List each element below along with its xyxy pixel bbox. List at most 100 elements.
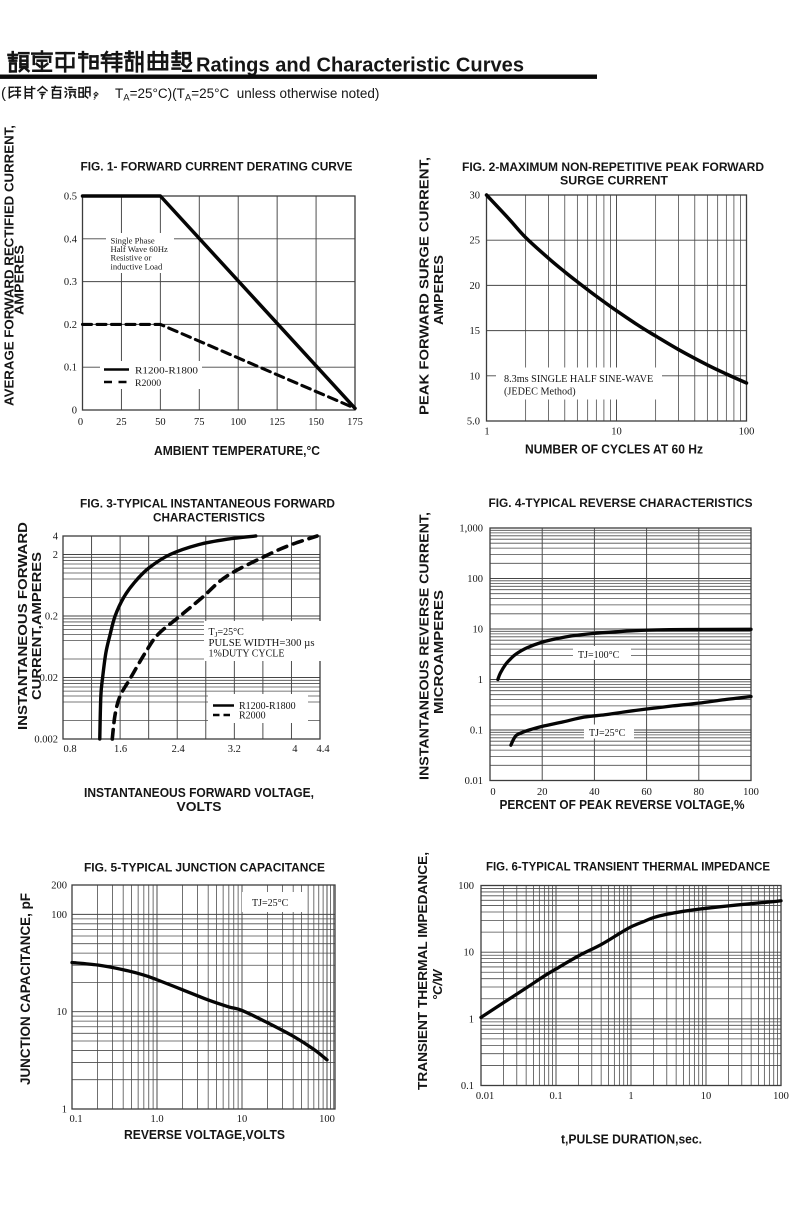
svg-text:R2000: R2000 — [239, 711, 266, 722]
svg-text:8.3ms SINGLE HALF SINE-WAVE: 8.3ms SINGLE HALF SINE-WAVE — [504, 374, 653, 385]
svg-text:NUMBER OF CYCLES AT 60 Hz: NUMBER OF CYCLES AT 60 Hz — [525, 443, 703, 457]
svg-text:100: 100 — [467, 574, 483, 585]
svg-text:1.0: 1.0 — [150, 1114, 163, 1125]
svg-text:2.4: 2.4 — [172, 744, 186, 755]
svg-text:PERCENT OF PEAK REVERSE VOLTAG: PERCENT OF PEAK REVERSE VOLTAGE,% — [500, 798, 745, 812]
svg-text:0: 0 — [490, 787, 495, 798]
svg-text:75: 75 — [194, 417, 205, 428]
svg-text:TJ=25°C: TJ=25°C — [589, 728, 626, 739]
svg-text:20: 20 — [537, 787, 548, 798]
svg-text:10: 10 — [701, 1091, 712, 1102]
svg-text:JUNCTION CAPACITANCE, pF: JUNCTION CAPACITANCE, pF — [17, 893, 33, 1085]
svg-text:0.1: 0.1 — [69, 1114, 82, 1125]
svg-text:Resistive or: Resistive or — [111, 253, 152, 263]
svg-text:100: 100 — [319, 1114, 335, 1125]
svg-text:30: 30 — [470, 191, 481, 202]
svg-text:AMBIENT TEMPERATURE,°C: AMBIENT TEMPERATURE,°C — [154, 444, 320, 458]
svg-text:0.01: 0.01 — [476, 1091, 494, 1102]
svg-text:0.1: 0.1 — [461, 1081, 474, 1092]
svg-text:0.4: 0.4 — [64, 234, 78, 245]
svg-text:TJ=25°C: TJ=25°C — [209, 627, 245, 639]
svg-text:AVERAGE FORWARD RECTIFIED CURR: AVERAGE FORWARD RECTIFIED CURRENT, — [2, 125, 17, 406]
svg-text:TRANSIENT THERMAL IMPEDANCE,: TRANSIENT THERMAL IMPEDANCE, — [415, 852, 430, 1090]
svg-text:FIG. 5-TYPICAL JUNCTION CAPACI: FIG. 5-TYPICAL JUNCTION CAPACITANCE — [84, 861, 325, 875]
svg-text:10: 10 — [237, 1114, 248, 1125]
svg-text:1,000: 1,000 — [459, 524, 483, 535]
svg-text:1: 1 — [469, 1014, 474, 1025]
svg-text:150: 150 — [308, 417, 324, 428]
svg-text:1: 1 — [628, 1091, 633, 1102]
svg-text:INSTANTANEOUS FORWARD VOLTAGE,: INSTANTANEOUS FORWARD VOLTAGE, — [84, 786, 314, 800]
svg-text:10: 10 — [470, 371, 481, 382]
svg-text:0.02: 0.02 — [40, 673, 58, 684]
svg-text:CHARACTERISTICS: CHARACTERISTICS — [153, 511, 265, 525]
svg-text:MICROAMPERES: MICROAMPERES — [431, 590, 446, 714]
svg-text:PEAK FORWARD SURGE CURRENT,: PEAK FORWARD SURGE CURRENT, — [417, 157, 432, 415]
svg-text:100: 100 — [458, 881, 474, 892]
svg-text:inductive Load: inductive Load — [111, 261, 163, 271]
svg-text:INSTANTANEOUS REVERSE CURRENT,: INSTANTANEOUS REVERSE CURRENT, — [417, 512, 432, 780]
svg-text:AMPERES: AMPERES — [12, 245, 27, 315]
svg-text:0.01: 0.01 — [465, 776, 483, 787]
svg-text:INSTANTANEOUS FORWARD: INSTANTANEOUS FORWARD — [15, 522, 30, 730]
svg-text:SURGE CURRENT: SURGE CURRENT — [560, 174, 668, 188]
svg-text:100: 100 — [773, 1091, 789, 1102]
svg-text:4.4: 4.4 — [316, 744, 330, 755]
svg-text:°C/W: °C/W — [430, 968, 445, 1000]
svg-text:20: 20 — [470, 281, 481, 292]
svg-text:1.6: 1.6 — [114, 744, 127, 755]
svg-text:0.1: 0.1 — [470, 726, 483, 737]
svg-text:(: ( — [1, 85, 6, 102]
svg-text:40: 40 — [589, 787, 600, 798]
svg-text:R1200-R1800: R1200-R1800 — [135, 366, 198, 377]
svg-text:10: 10 — [57, 1007, 68, 1018]
svg-text:15: 15 — [470, 326, 481, 337]
svg-text:4: 4 — [53, 531, 59, 542]
svg-text:50: 50 — [155, 417, 166, 428]
svg-text:60: 60 — [641, 787, 652, 798]
svg-text:3.2: 3.2 — [228, 744, 241, 755]
svg-text:5.0: 5.0 — [467, 417, 480, 428]
svg-text:100: 100 — [230, 417, 246, 428]
svg-text:FIG. 2-MAXIMUM NON-REPETITIVE: FIG. 2-MAXIMUM NON-REPETITIVE PEAK FORWA… — [462, 160, 764, 174]
svg-text:VOLTS: VOLTS — [177, 800, 222, 814]
svg-text:0: 0 — [72, 406, 77, 417]
svg-text:10: 10 — [464, 948, 475, 959]
svg-text:0.1: 0.1 — [549, 1091, 562, 1102]
svg-text:CURRENT,AMPERES: CURRENT,AMPERES — [29, 552, 44, 700]
svg-text:,: , — [93, 87, 97, 102]
svg-text:4: 4 — [292, 744, 298, 755]
svg-text:0.002: 0.002 — [34, 735, 58, 746]
svg-text:(JEDEC Method): (JEDEC Method) — [504, 387, 576, 398]
svg-text:AMPERES: AMPERES — [431, 255, 446, 325]
svg-text:Half Wave 60Hz: Half Wave 60Hz — [111, 244, 169, 254]
svg-text:R2000: R2000 — [135, 378, 161, 389]
svg-text:0.8: 0.8 — [63, 744, 76, 755]
svg-text:0: 0 — [78, 417, 83, 428]
svg-text:Ratings and Characteristic Cur: Ratings and Characteristic Curves — [196, 54, 524, 77]
svg-text:0.5: 0.5 — [64, 192, 77, 203]
svg-text:1: 1 — [62, 1105, 67, 1116]
svg-text:2: 2 — [53, 550, 58, 561]
svg-text:R1200-R1800: R1200-R1800 — [239, 701, 296, 712]
svg-text:FIG. 1- FORWARD CURRENT DERATI: FIG. 1- FORWARD CURRENT DERATING CURVE — [81, 160, 353, 174]
svg-text:FIG. 4-TYPICAL REVERSE CHARACT: FIG. 4-TYPICAL REVERSE CHARACTERISTICS — [489, 496, 753, 510]
svg-text:25: 25 — [470, 236, 481, 247]
svg-text:25: 25 — [116, 417, 127, 428]
svg-text:TJ=100°C: TJ=100°C — [578, 650, 620, 661]
svg-text:0.1: 0.1 — [64, 363, 77, 374]
svg-text:1: 1 — [484, 427, 489, 438]
svg-text:175: 175 — [347, 417, 363, 428]
svg-text:PULSE WIDTH=300 µs: PULSE WIDTH=300 µs — [209, 638, 315, 649]
svg-text:10: 10 — [611, 427, 622, 438]
svg-text:t,PULSE DURATION,sec.: t,PULSE DURATION,sec. — [561, 1133, 702, 1147]
svg-text:TA=25°C)(TA=25°C unless other: TA=25°C)(TA=25°C unless otherwise noted) — [115, 86, 379, 104]
svg-text:0.2: 0.2 — [64, 320, 77, 331]
svg-text:80: 80 — [694, 787, 705, 798]
svg-text:0.3: 0.3 — [64, 277, 77, 288]
svg-text:125: 125 — [269, 417, 285, 428]
svg-text:REVERSE VOLTAGE,VOLTS: REVERSE VOLTAGE,VOLTS — [124, 1128, 285, 1142]
svg-text:FIG. 3-TYPICAL INSTANTANEOUS F: FIG. 3-TYPICAL INSTANTANEOUS FORWARD — [80, 497, 335, 511]
svg-text:FIG. 6-TYPICAL TRANSIENT THERM: FIG. 6-TYPICAL TRANSIENT THERMAL IMPEDAN… — [486, 860, 770, 874]
svg-text:Single Phase: Single Phase — [111, 236, 155, 246]
